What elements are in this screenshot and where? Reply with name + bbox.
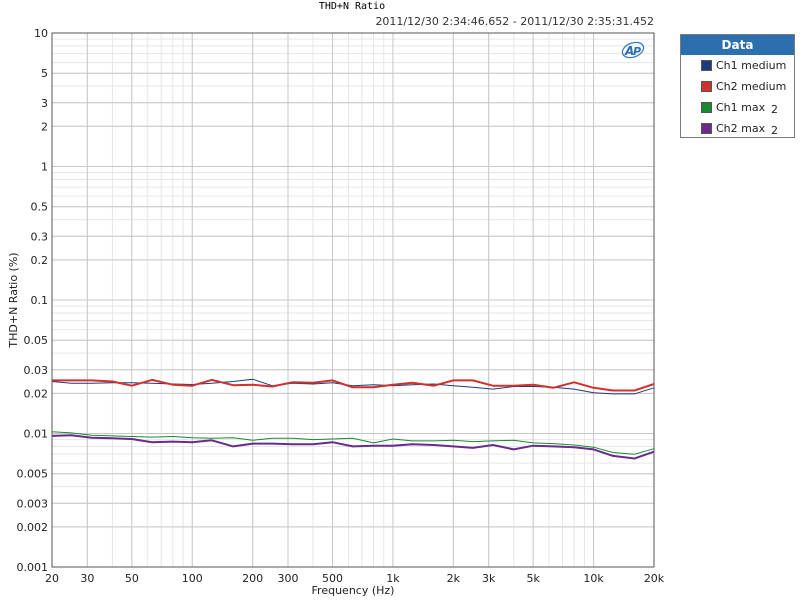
y-tick-label: 0.005 [17,468,49,481]
series-line-ch2-max [51,434,655,460]
chart-title: THD+N Ratio [319,1,385,12]
x-axis-label: Frequency (Hz) [312,584,395,597]
y-tick-label: 2 [41,120,48,133]
legend-item-ch2-max[interactable]: Ch2 max 2 [681,118,794,139]
y-tick-label: 10 [34,27,48,40]
legend-swatch [701,60,712,71]
y-tick-label: 0.002 [17,521,49,534]
series-line-ch1-max [51,431,655,455]
legend-item-suffix: 2 [771,124,778,137]
series-line-ch2-medium [52,378,655,392]
x-axis-ticks: 20 30 50 100 200 300 500 1k 2k 3k 5k 10k 20k [45,572,665,585]
x-tick-label: 1k [386,572,400,585]
y-axis-ticks: 0.001 0.002 0.003 0.005 0.01 0.02 0.03 0.05 0.1 0… [17,27,49,574]
svg-text:P: P [633,45,641,58]
legend-swatch [701,123,712,134]
grid-major [51,32,655,568]
x-tick-label: 500 [322,572,343,585]
x-tick-label: 5k [526,572,540,585]
x-tick-label: 100 [182,572,203,585]
svg-text:A: A [624,44,634,58]
y-tick-label: 0.03 [24,364,49,377]
x-tick-label: 20 [45,572,59,585]
y-tick-label: 0.05 [24,334,49,347]
series-layer [51,378,655,460]
x-tick-label: 3k [482,572,496,585]
y-tick-label: 0.02 [24,387,49,400]
y-tick-label: 0.003 [17,497,49,510]
plot-area-border [51,32,655,568]
y-tick-label: 1 [41,161,48,174]
legend-item-ch2-medium[interactable]: Ch2 medium [681,76,794,97]
legend-item-label: Ch2 max [716,122,766,135]
legend-item-label: Ch1 max [716,101,766,114]
legend-item-label: Ch2 medium [716,80,787,93]
ap-logo-icon: A P [620,40,646,64]
legend-item-suffix: 2 [771,103,778,116]
y-tick-label: 0.001 [17,561,49,574]
x-tick-label: 200 [242,572,263,585]
y-tick-label: 3 [41,97,48,110]
y-axis-label: THD+N Ratio (%) [7,252,20,348]
legend: Data Ch1 medium Ch2 medium Ch1 max 2 Ch2… [680,34,795,138]
x-tick-label: 50 [125,572,139,585]
x-tick-label: 2k [447,572,461,585]
chart-subtitle: 2011/12/30 2:34:46.652 - 2011/12/30 2:35… [375,15,654,28]
legend-title: Data [681,35,794,55]
legend-swatch [701,81,712,92]
y-tick-label: 0.5 [31,201,49,214]
y-tick-label: 0.3 [31,230,49,243]
y-tick-label: 0.2 [31,254,49,267]
y-tick-label: 0.01 [24,428,49,441]
x-tick-label: 20k [644,572,665,585]
x-tick-label: 30 [80,572,94,585]
legend-item-label: Ch1 medium [716,59,787,72]
x-tick-label: 300 [278,572,299,585]
legend-item-ch1-max[interactable]: Ch1 max 2 [681,97,794,118]
y-tick-label: 0.1 [31,294,49,307]
legend-item-ch1-medium[interactable]: Ch1 medium [681,55,794,76]
x-tick-label: 10k [583,572,604,585]
legend-swatch [701,102,712,113]
y-tick-label: 5 [41,67,48,80]
